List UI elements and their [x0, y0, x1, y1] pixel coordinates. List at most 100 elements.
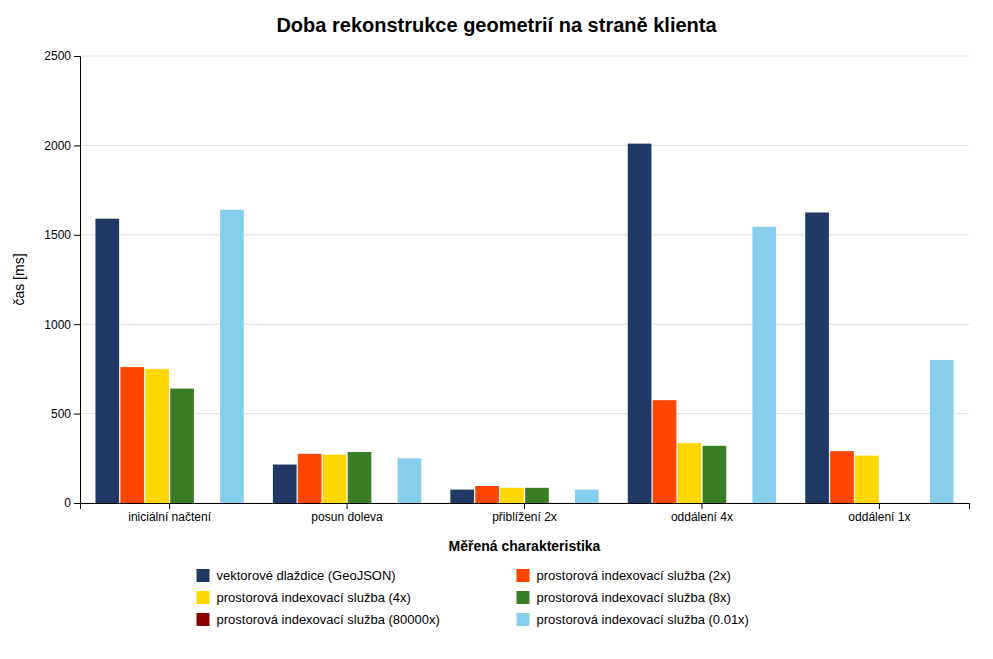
bar-series — [220, 210, 953, 503]
bar — [500, 488, 524, 503]
chart: iniciální načtení posun doleva přiblížení … — [0, 0, 993, 659]
legend-label: prostorová indexovací služba (8x) — [537, 590, 731, 605]
y-tick-label: 0 — [64, 496, 71, 510]
x-tick-label: oddálení 4x — [671, 510, 733, 524]
bar — [273, 465, 297, 503]
y-tick: 0 — [64, 496, 80, 510]
y-tick: 1000 — [44, 318, 80, 332]
legend-label: prostorová indexovací služba (4x) — [217, 590, 411, 605]
bar — [653, 400, 677, 503]
bar — [880, 503, 904, 504]
x-tick: oddálení 1x — [848, 503, 910, 524]
legend-item: prostorová indexovací služba (2x) — [517, 568, 731, 583]
bar — [525, 488, 549, 503]
legend-label: prostorová indexovací služba (0.01x) — [537, 612, 749, 627]
legend-swatch — [197, 569, 210, 582]
x-tick-mark — [169, 503, 170, 509]
y-axis-title: čas [ms] — [11, 253, 27, 305]
grid — [80, 56, 969, 503]
x-tick: posun doleva — [311, 503, 383, 524]
legend-swatch — [197, 613, 210, 626]
legend-swatch — [517, 591, 530, 604]
y-tick-label: 2500 — [44, 49, 71, 63]
bar-series — [170, 389, 726, 503]
y-axis: 0 500 1000 1500 2000 2500 — [44, 49, 80, 510]
x-tick: přiblížení 2x — [492, 503, 557, 524]
legend-item: prostorová indexovací služba (4x) — [197, 590, 411, 605]
bar — [145, 369, 169, 503]
legend-item: prostorová indexovací služba (0.01x) — [517, 612, 749, 627]
bar — [323, 455, 347, 503]
grid-line — [80, 413, 969, 414]
bar — [805, 212, 829, 503]
bar — [930, 360, 954, 503]
y-tick: 2000 — [44, 139, 80, 153]
x-tick: oddálení 4x — [671, 503, 733, 524]
y-tick-mark — [74, 56, 80, 57]
x-tick-label: posun doleva — [311, 510, 383, 524]
x-tick-mark — [879, 503, 880, 509]
bar — [220, 210, 244, 503]
y-tick: 500 — [51, 407, 80, 421]
bar — [575, 490, 599, 503]
legend-label: prostorová indexovací služba (80000x) — [217, 612, 440, 627]
y-tick: 2500 — [44, 49, 80, 63]
x-tick-mark — [701, 503, 702, 509]
legend-swatch — [517, 569, 530, 582]
legend-swatch — [517, 613, 530, 626]
legend-item: prostorová indexovací služba (8x) — [517, 590, 731, 605]
bar — [195, 503, 219, 504]
x-tick: iniciální načtení — [128, 503, 211, 524]
x-axis-title: Měřená charakteristika — [449, 538, 601, 554]
x-tick-mark — [347, 503, 348, 509]
bar — [170, 389, 194, 503]
x-axis-line — [81, 504, 970, 510]
bar — [475, 486, 499, 503]
y-tick-mark — [74, 414, 80, 415]
x-tick-label: oddálení 1x — [848, 510, 910, 524]
bars — [95, 144, 953, 503]
y-axis-line — [74, 57, 81, 504]
y-tick-mark — [74, 145, 80, 146]
bar — [752, 227, 776, 503]
bar — [298, 454, 322, 503]
bar — [398, 458, 422, 503]
x-tick-mark — [524, 503, 525, 509]
legend-label: vektorové dlaždice (GeoJSON) — [217, 568, 396, 583]
x-axis: iniciální načtení posun doleva přiblížení … — [81, 503, 970, 524]
y-tick-mark — [74, 235, 80, 236]
grid-line — [80, 56, 969, 57]
x-tick-label: přiblížení 2x — [492, 510, 557, 524]
legend-label: prostorová indexovací služba (2x) — [537, 568, 731, 583]
bar — [855, 456, 879, 503]
bar — [905, 503, 929, 504]
y-tick-mark — [74, 503, 80, 504]
legend-item: vektorové dlaždice (GeoJSON) — [197, 568, 396, 583]
bar — [348, 452, 372, 503]
bar — [830, 451, 854, 503]
title: Doba rekonstrukce geometrií na straně kl… — [276, 14, 717, 36]
y-tick-label: 1500 — [44, 228, 71, 242]
legend-swatch — [197, 591, 210, 604]
plot-area: iniciální načtení posun doleva přiblížení … — [44, 49, 969, 523]
grid-line — [80, 234, 969, 235]
y-tick-label: 500 — [51, 407, 71, 421]
legend: vektorové dlaždice (GeoJSON) prostorová i… — [197, 568, 749, 627]
bar — [727, 503, 751, 504]
y-tick: 1500 — [44, 228, 80, 242]
bar-series — [95, 144, 828, 503]
bar — [678, 443, 702, 503]
bar — [120, 367, 144, 503]
bar — [373, 503, 397, 504]
grid-line — [80, 324, 969, 325]
bar — [628, 144, 652, 503]
y-tick-mark — [74, 324, 80, 325]
legend-item: prostorová indexovací služba (80000x) — [197, 612, 440, 627]
bar — [550, 503, 574, 504]
bar — [703, 446, 727, 503]
bar — [450, 490, 474, 503]
grid-line — [80, 145, 969, 146]
x-tick-label: iniciální načtení — [128, 510, 211, 524]
y-tick-label: 2000 — [44, 139, 71, 153]
bar — [95, 219, 119, 503]
